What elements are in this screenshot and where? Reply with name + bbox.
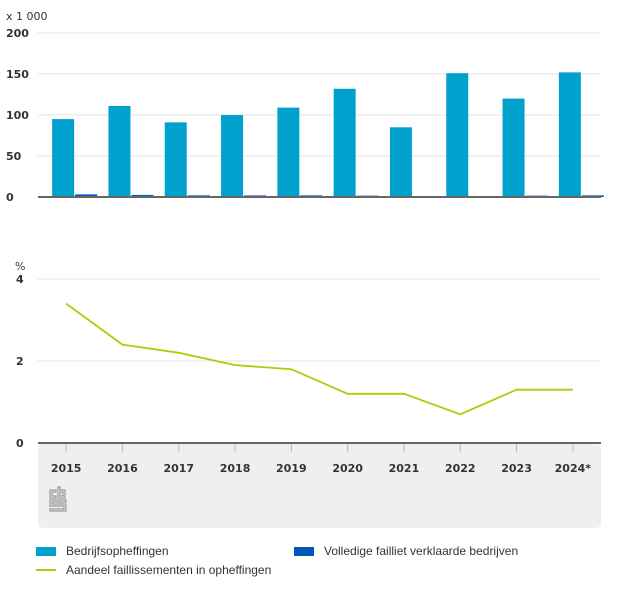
bar-failliet-2015	[75, 194, 98, 197]
legend-swatch-box	[294, 546, 314, 556]
line-chart-unit-label: %	[15, 260, 25, 273]
x-tick-label: 2023	[501, 462, 532, 475]
x-tick-label: 2018	[220, 462, 251, 475]
y-tick-label: 4	[16, 273, 24, 286]
x-tick-label: 2021	[389, 462, 420, 475]
bar-bedrijfsopheffingen-2022	[446, 73, 469, 197]
legend-item-aandeel: Aandeel faillissementen in opheffingen	[36, 563, 271, 577]
bar-bedrijfsopheffingen-2017	[164, 122, 187, 197]
legend-label: Volledige failliet verklaarde bedrijven	[324, 544, 519, 558]
x-tick-label: 2024*	[555, 462, 592, 475]
x-tick-label: 2019	[276, 462, 307, 475]
legend-label: Aandeel faillissementen in opheffingen	[66, 563, 272, 577]
bar-bedrijfsopheffingen-2015	[52, 119, 75, 197]
x-tick-label: 2017	[163, 462, 194, 475]
y-tick-label: 100	[6, 109, 29, 122]
legend-label: Bedrijfsopheffingen	[66, 544, 169, 558]
y-tick-label: 0	[6, 191, 14, 204]
bar-bedrijfsopheffingen-2019	[277, 107, 300, 197]
bar-bedrijfsopheffingen-2020	[333, 88, 356, 197]
bar-failliet-2016	[131, 194, 154, 197]
line-chart-gridlines	[38, 278, 601, 362]
y-tick-label: 0	[16, 437, 24, 450]
legend-item-failliet: Volledige failliet verklaarde bedrijven	[294, 544, 518, 558]
bar-chart-unit-label: x 1 000	[6, 10, 48, 23]
x-tick-label: 2022	[445, 462, 476, 475]
legend-swatch-line	[36, 569, 56, 571]
line-aandeel-faillissementen	[65, 302, 573, 416]
legend-item-bedrijfsopheffingen: Bedrijfsopheffingen	[36, 544, 169, 558]
y-tick-label: 150	[6, 68, 29, 81]
x-axis-band	[38, 444, 601, 528]
y-tick-label: 200	[6, 27, 29, 40]
bar-bedrijfsopheffingen-2024*	[558, 72, 581, 197]
bar-chart-y-ticks: 0 50 100 150 200	[6, 27, 29, 204]
x-tick-label: 2015	[51, 462, 82, 475]
x-axis-ticks: 2015 2016 2017 2018 2019 2020 2021 2022 2023 2024…	[51, 444, 591, 475]
y-tick-label: 50	[6, 150, 22, 163]
line-series	[65, 302, 573, 416]
bar-bedrijfsopheffingen-2016	[108, 105, 131, 197]
y-tick-label: 2	[16, 355, 24, 368]
bar-bedrijfsopheffingen-2018	[221, 115, 244, 197]
bar-bedrijfsopheffingen-2021	[389, 127, 412, 197]
x-tick-label: 2020	[332, 462, 363, 475]
bar-bedrijfsopheffingen-2023	[502, 98, 525, 197]
line-chart-y-ticks: 0 2 4	[16, 273, 24, 450]
bar-series	[52, 72, 604, 197]
cbs-logo-icon	[49, 486, 67, 512]
legend-swatch-box	[36, 546, 56, 556]
x-tick-label: 2016	[107, 462, 138, 475]
